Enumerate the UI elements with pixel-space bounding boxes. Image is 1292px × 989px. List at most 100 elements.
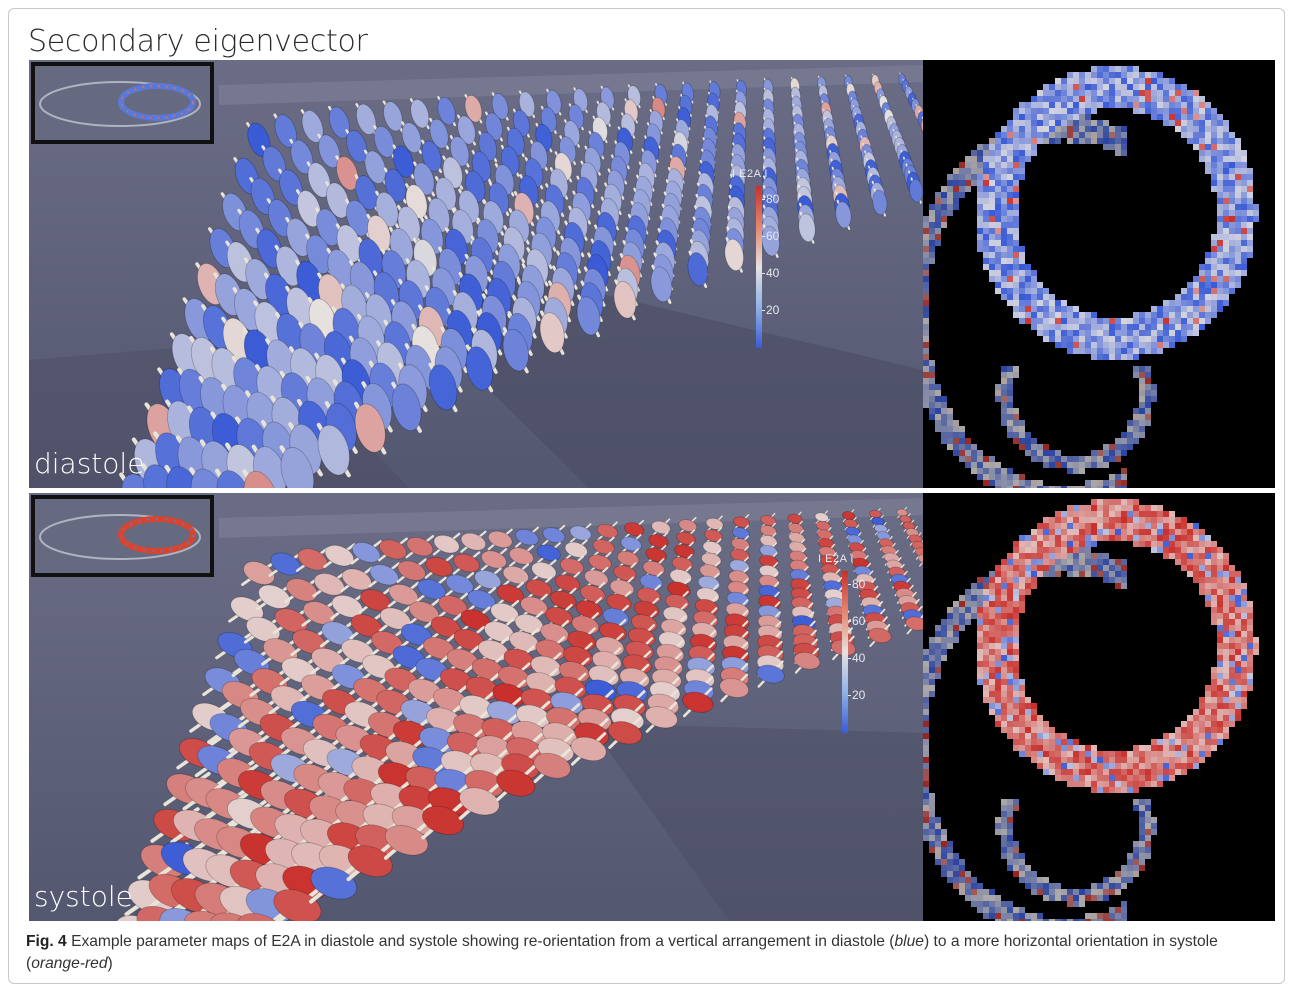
diastole-tensor-glyph bbox=[267, 198, 294, 238]
diastole-tensor-glyph bbox=[243, 470, 279, 488]
diastole-tensor-glyph bbox=[190, 468, 226, 488]
systole-tensor-glyph bbox=[787, 513, 803, 524]
diastole-tensor-glyph bbox=[546, 89, 562, 115]
diastole-tensor-glyph bbox=[413, 162, 435, 196]
diastole-tensor-glyph bbox=[410, 98, 430, 129]
systole-tensor-glyph bbox=[841, 511, 856, 521]
diastole-tensor-glyph bbox=[275, 245, 303, 287]
systole-tensor-glyph bbox=[496, 769, 536, 797]
systole-label: systole bbox=[34, 880, 133, 913]
systole-tensor-glyph bbox=[536, 544, 561, 562]
systole-tensor-glyph bbox=[704, 529, 723, 543]
diastole-tensor-glyph bbox=[280, 447, 315, 488]
systole-tensor-glyph bbox=[425, 556, 453, 577]
diastole-tensor-glyph bbox=[307, 162, 331, 198]
colorbar-ramp bbox=[756, 186, 762, 348]
systole-tensor-glyph bbox=[351, 541, 381, 563]
diastole-tensor-glyph bbox=[373, 125, 395, 158]
diastole-tensor-glyph bbox=[761, 225, 780, 257]
systole-tensor-glyph bbox=[460, 532, 487, 551]
caption-text-2: ) to a more horizontal orientation in sy… bbox=[26, 933, 1218, 972]
systole-colorbar: I E2A I 80 60 40 20 bbox=[818, 553, 878, 743]
systole-tensor-glyph bbox=[579, 584, 606, 603]
diastole-tensor-glyph bbox=[872, 189, 888, 216]
diastole-tensor-glyph bbox=[576, 296, 601, 336]
systole-tensor-glyph bbox=[756, 664, 785, 684]
systole-tensor-glyph bbox=[379, 539, 407, 560]
systole-tensor-glyph bbox=[705, 517, 724, 530]
diastole-tensor-glyph bbox=[346, 129, 368, 163]
diastole-tensor-glyph bbox=[401, 122, 422, 154]
figure-label: Fig. 4 bbox=[26, 933, 67, 950]
systole-tensor-glyph bbox=[487, 530, 513, 549]
systole-tensor-glyph bbox=[230, 596, 264, 622]
diastole-tensor-glyph bbox=[518, 91, 536, 118]
diastole-tensor-glyph bbox=[491, 93, 509, 120]
diastole-tensor-glyph bbox=[502, 328, 529, 372]
diastole-tensor-glyph bbox=[286, 217, 312, 257]
systole-inset-thumbnail bbox=[31, 495, 214, 577]
colorbar-title: I E2A I bbox=[732, 168, 768, 180]
caption-orange-red: orange-red bbox=[31, 955, 108, 972]
colorbar-title: I E2A I bbox=[818, 553, 854, 565]
diastole-glyphs bbox=[119, 71, 933, 488]
diastole-tensor-glyph bbox=[835, 201, 852, 229]
systole-tensor-glyph bbox=[397, 560, 426, 581]
systole-tensor-glyph bbox=[624, 522, 645, 537]
diastole-tensor-glyph bbox=[465, 346, 494, 391]
systole-cmr-map bbox=[923, 493, 1275, 921]
systole-tensor-glyph bbox=[433, 534, 460, 554]
systole-tensor-glyph bbox=[868, 627, 892, 644]
colorbar-tick-80: 80 bbox=[852, 577, 866, 591]
systole-glyphs bbox=[114, 505, 935, 921]
systole-tensor-glyph bbox=[303, 601, 336, 625]
diastole-cmr-image bbox=[923, 66, 1259, 488]
systole-tensor-glyph bbox=[645, 547, 667, 563]
diastole-inset-ring bbox=[39, 81, 201, 127]
systole-tensor-glyph bbox=[596, 523, 618, 539]
systole-tensor-glyph bbox=[515, 528, 539, 546]
systole-tensor-glyph bbox=[453, 553, 480, 573]
diastole-panel: I E2A I 80 60 40 20 diastole bbox=[29, 60, 1275, 488]
colorbar-ramp bbox=[842, 571, 848, 733]
diastole-colorbar: I E2A I 80 60 40 20 bbox=[732, 168, 792, 358]
systole-tensor-glyph bbox=[417, 579, 446, 600]
diastole-tensor-glyph bbox=[383, 101, 403, 132]
systole-tensor-glyph bbox=[607, 721, 643, 745]
systole-tensor-glyph bbox=[273, 889, 322, 921]
diastole-tensor-glyph bbox=[724, 238, 744, 272]
systole-tensor-glyph bbox=[258, 584, 291, 609]
systole-tensor-glyph bbox=[406, 536, 434, 557]
diastole-tensor-glyph bbox=[356, 103, 377, 135]
systole-tensor-glyph bbox=[644, 706, 678, 729]
systole-tensor-glyph bbox=[502, 565, 529, 585]
diastole-tensor-glyph bbox=[391, 383, 422, 432]
diastole-tensor-glyph bbox=[393, 145, 414, 178]
systole-tensor-glyph bbox=[896, 508, 909, 517]
systole-tensor-glyph bbox=[676, 531, 696, 545]
systole-tensor-glyph bbox=[554, 574, 581, 592]
systole-tensor-glyph bbox=[564, 541, 588, 558]
diastole-tensor-glyph bbox=[318, 134, 341, 169]
systole-tensor-glyph bbox=[481, 550, 507, 569]
systole-glyph-scene bbox=[29, 493, 935, 921]
systole-tensor-glyph bbox=[793, 651, 821, 670]
diastole-tensor-glyph bbox=[421, 140, 442, 173]
systole-tensor-glyph bbox=[331, 594, 364, 618]
diastole-tensor-glyph bbox=[326, 182, 350, 219]
diastole-tensor-glyph bbox=[384, 168, 407, 203]
figure-caption: Fig. 4 Example parameter maps of E2A in … bbox=[26, 931, 1266, 975]
systole-tensor-glyph bbox=[616, 550, 640, 567]
diastole-tensor-glyph bbox=[909, 178, 924, 203]
systole-tensor-glyph bbox=[236, 913, 286, 921]
diastole-tensor-glyph bbox=[316, 208, 341, 247]
diastole-tensor-glyph bbox=[216, 470, 252, 488]
caption-text-1: Example parameter maps of E2A in diastol… bbox=[66, 933, 895, 950]
systole-tensor-glyph bbox=[496, 584, 524, 604]
systole-tensor-glyph bbox=[533, 752, 571, 779]
diastole-tensor-glyph bbox=[687, 252, 709, 287]
diastole-tensor-glyph bbox=[317, 424, 350, 476]
systole-tensor-glyph bbox=[719, 677, 750, 698]
systole-tensor-glyph bbox=[682, 691, 714, 713]
diastole-cmr-map bbox=[923, 60, 1275, 488]
